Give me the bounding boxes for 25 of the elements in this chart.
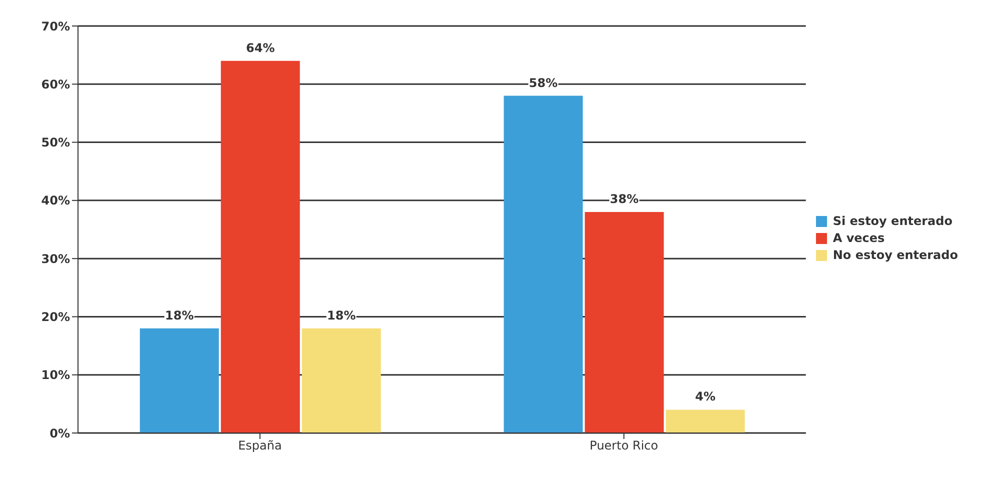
- data-label: 38%: [610, 192, 639, 206]
- y-tick-label: 40%: [41, 194, 70, 208]
- y-tick-label: 70%: [41, 19, 70, 34]
- bar: [302, 328, 381, 433]
- data-label: 4%: [695, 390, 716, 404]
- y-tick-label: 20%: [41, 310, 70, 324]
- bar: [584, 212, 664, 433]
- bar: [220, 60, 300, 433]
- y-tick-label: 10%: [41, 368, 70, 382]
- bar: [504, 96, 583, 433]
- x-tick-label: Puerto Rico: [590, 438, 658, 453]
- y-tick-label: 50%: [41, 136, 70, 150]
- y-tick-label: 30%: [41, 252, 70, 266]
- data-label: 18%: [165, 308, 194, 322]
- y-tick-label: 0%: [50, 426, 70, 440]
- data-label: 58%: [528, 76, 558, 90]
- data-label: 18%: [327, 308, 356, 322]
- legend-label: No estoy enterado: [832, 248, 958, 262]
- bar: [140, 328, 219, 433]
- x-tick-label: España: [238, 438, 282, 453]
- data-label: 64%: [246, 40, 275, 55]
- y-tick-label: 60%: [41, 77, 70, 92]
- legend-label: A veces: [832, 231, 885, 245]
- bar: [666, 410, 745, 433]
- legend-label: Si estoy enterado: [832, 214, 952, 228]
